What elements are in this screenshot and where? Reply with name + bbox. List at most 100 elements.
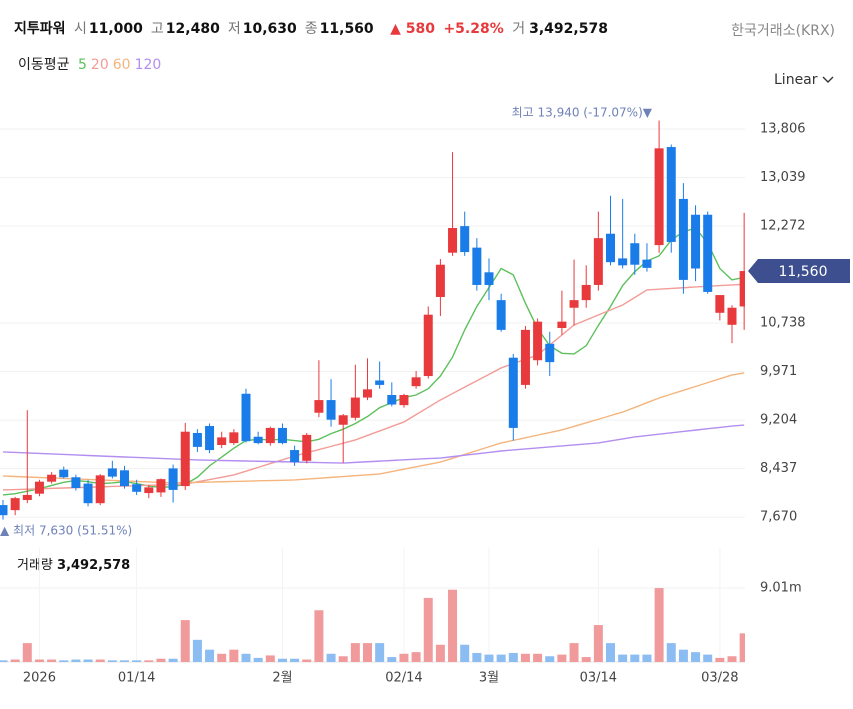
ma-legend-item: 5 — [77, 57, 87, 73]
volume-bar — [618, 654, 628, 662]
ma-title: 이동평균 — [18, 57, 70, 73]
candle-body — [423, 314, 433, 377]
volume-bar — [326, 653, 336, 662]
quote-label: 저 — [227, 21, 241, 37]
volume-label: 거래량 — [17, 558, 53, 573]
candle-body — [338, 415, 348, 425]
header: 지투파워 시 11,000 고 12,480 저 10,630 종 11,560 ▲ 580 … — [14, 18, 839, 39]
candle-body — [95, 475, 105, 504]
volume-bar — [630, 654, 640, 662]
candle-body — [496, 300, 506, 330]
candle-body — [144, 487, 154, 494]
candle-body — [508, 357, 518, 428]
volume-bar — [47, 659, 57, 662]
candle-body — [630, 243, 640, 265]
volume-bar — [375, 643, 385, 662]
candle-body — [739, 271, 745, 307]
candle-body — [0, 505, 8, 516]
volume-bar — [399, 653, 409, 662]
candle-body — [205, 426, 215, 451]
volume-bar — [192, 639, 202, 662]
volume-bar — [302, 659, 312, 662]
candle-body — [107, 468, 117, 477]
volume-bar — [156, 658, 166, 662]
candle-body — [411, 377, 421, 387]
change-pct: +5.28% — [443, 21, 504, 37]
turnover: 3,492,578 — [529, 21, 608, 37]
candle-body — [399, 395, 409, 406]
x-tick-label: 2026 — [23, 671, 56, 686]
volume-bar — [484, 654, 494, 662]
candle-body — [678, 198, 688, 280]
ma-legend-item: 60 — [112, 57, 131, 73]
y-tick-label: 9,971 — [760, 364, 797, 379]
volume-bar — [71, 659, 81, 662]
y-tick-label: 8,437 — [760, 461, 797, 476]
x-tick-label: 03/28 — [701, 671, 738, 686]
candle-body — [363, 389, 372, 398]
volume-bar — [581, 657, 591, 662]
volume-bar — [460, 644, 470, 662]
volume-bar — [0, 660, 8, 662]
ma-line — [2, 227, 745, 496]
candle-body — [691, 214, 701, 269]
volume-bar — [606, 643, 615, 662]
high-note: 최고 13,940 (-17.07%)▼ — [512, 106, 653, 120]
candle-body — [290, 450, 300, 463]
volume-bar — [545, 656, 555, 662]
quote-value: 11,560 — [319, 21, 374, 37]
volume-bar — [59, 660, 69, 662]
volume-bar — [472, 652, 482, 662]
scale-select[interactable]: Linear — [774, 72, 834, 88]
volume-bar — [569, 643, 579, 662]
candle-body — [132, 484, 142, 492]
volume-bar — [666, 643, 676, 662]
volume-bar — [691, 652, 701, 662]
volume-bar — [265, 655, 275, 662]
candle-body — [302, 434, 312, 461]
candle-body — [120, 470, 129, 487]
stock-name: 지투파워 — [14, 21, 66, 37]
volume-bar — [107, 660, 117, 662]
candle-body — [387, 395, 397, 405]
volume-bar — [241, 653, 251, 662]
candle-body — [448, 228, 458, 253]
volume-bar — [533, 653, 543, 662]
scale-label[interactable]: Linear — [774, 72, 818, 88]
y-tick-label: 9,204 — [760, 413, 797, 428]
quote-label: 고 — [150, 21, 164, 37]
low-note: ▲ 최저 7,630 (51.51%) — [0, 524, 132, 538]
volume-bar — [338, 656, 348, 662]
y-tick-label: 13,039 — [760, 170, 806, 185]
volume-bar — [557, 654, 567, 662]
candle-body — [581, 284, 591, 301]
volume-tick-label: 9.01m — [760, 580, 802, 595]
volume-bar — [229, 649, 239, 662]
volume-bar — [168, 658, 178, 662]
volume-bar — [314, 610, 324, 662]
candle-body — [533, 321, 543, 361]
candle-body — [593, 238, 603, 285]
candle-body — [277, 427, 287, 444]
y-tick-label: 7,670 — [760, 510, 797, 525]
candle-body — [350, 397, 360, 418]
volume-bar — [34, 659, 44, 662]
candle-body — [703, 214, 713, 292]
candle-body — [47, 474, 57, 482]
volume-bar — [739, 633, 745, 662]
candle-body — [71, 477, 81, 489]
ma-legend: 이동평균 5 20 60 120 — [18, 54, 165, 74]
x-tick-label: 03/14 — [580, 671, 617, 686]
candle-body — [545, 343, 555, 363]
turnover-label: 거 — [512, 21, 526, 37]
volume-bar — [678, 649, 688, 662]
volume-bar — [703, 654, 713, 662]
candle-body — [460, 226, 470, 253]
x-tick-label: 3월 — [479, 671, 499, 686]
volume-bar — [120, 660, 129, 662]
candle-body — [569, 300, 579, 308]
candle-body — [642, 259, 652, 268]
candle-body — [484, 272, 494, 285]
y-tick-label: 10,738 — [760, 316, 806, 331]
